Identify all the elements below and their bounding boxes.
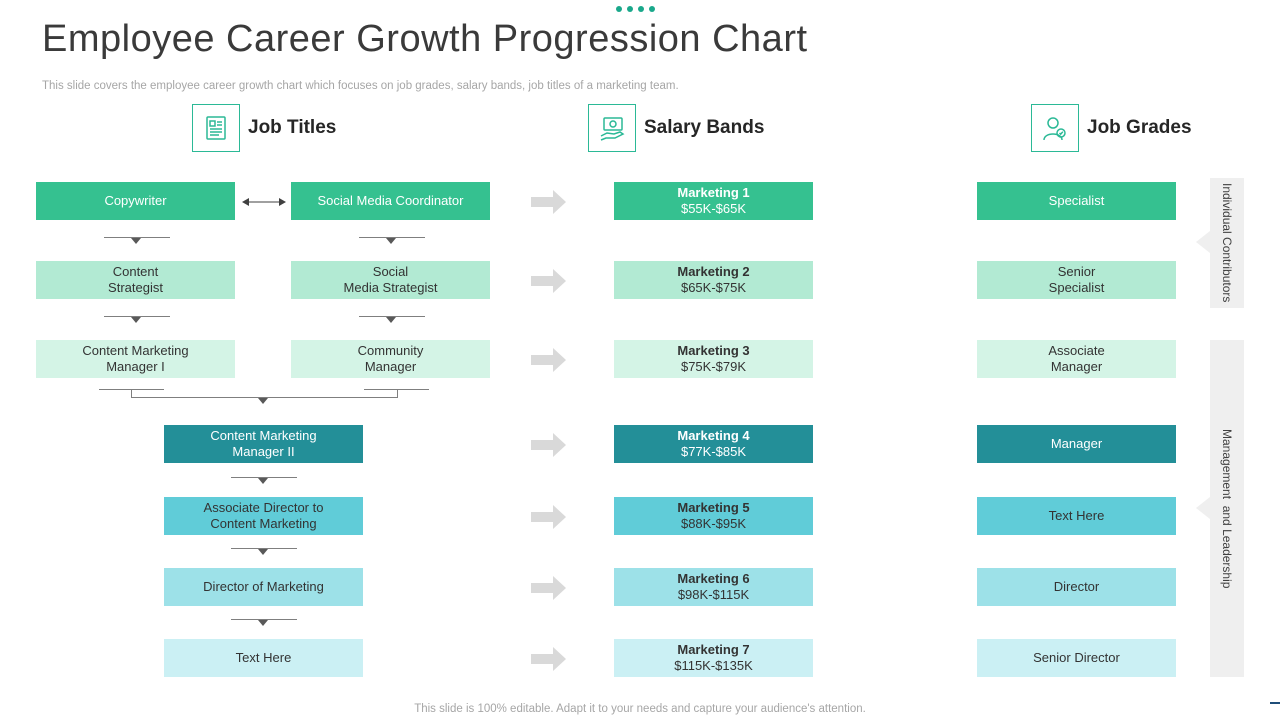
job-grades-header: Job Grades (1031, 104, 1192, 152)
salary-band-name: Marketing 4 (677, 428, 750, 443)
salary-band-range: $115K-$135K (674, 658, 753, 673)
salary-band-7: Marketing 7 $115K-$135K (614, 639, 813, 677)
connector-line (231, 477, 297, 478)
slide-edge-mark (1270, 702, 1280, 704)
document-icon (192, 104, 240, 152)
connector-line (359, 316, 425, 317)
job-social-media-coordinator: Social Media Coordinator (291, 182, 490, 220)
right-arrow-icon (531, 269, 566, 293)
page-title: Employee Career Growth Progression Chart (42, 18, 808, 60)
salary-band-name: Marketing 7 (677, 642, 750, 657)
category-label: Individual Contributors (1220, 183, 1234, 303)
connector-line (104, 237, 170, 238)
salary-band-range: $77K-$85K (680, 444, 747, 459)
category-pointer (1196, 231, 1210, 253)
grade-text-here: Text Here (977, 497, 1176, 535)
grade-associate-manager: Associate Manager (977, 340, 1176, 378)
salary-band-name: Marketing 5 (677, 500, 750, 515)
double-arrow-icon (242, 198, 286, 206)
job-director-of-marketing: Director of Marketing (164, 568, 363, 606)
job-titles-header: Job Titles (192, 104, 336, 152)
salary-band-range: $65K-$75K (680, 280, 747, 295)
slide-dots (616, 6, 655, 12)
salary-band-range: $55K-$65K (680, 201, 747, 216)
salary-band-name: Marketing 1 (677, 185, 750, 200)
down-arrow-icon (131, 317, 141, 323)
category-individual-contributors: Individual Contributors (1210, 178, 1244, 308)
salary-band-range: $88K-$95K (680, 516, 747, 531)
job-grades-label: Job Grades (1087, 117, 1192, 138)
salary-band-4: Marketing 4 $77K-$85K (614, 425, 813, 463)
down-arrow-icon (258, 478, 268, 484)
employee-icon (1031, 104, 1079, 152)
merge-bracket (131, 389, 398, 398)
down-arrow-icon (386, 238, 396, 244)
down-arrow-icon (258, 620, 268, 626)
right-arrow-icon (531, 433, 566, 457)
job-titles-label: Job Titles (248, 117, 337, 138)
salary-band-5: Marketing 5 $88K-$95K (614, 497, 813, 535)
right-arrow-icon (531, 190, 566, 214)
salary-band-6: Marketing 6 $98K-$115K (614, 568, 813, 606)
right-arrow-icon (531, 576, 566, 600)
right-arrow-icon (531, 647, 566, 671)
grade-senior-specialist: Senior Specialist (977, 261, 1176, 299)
job-content-marketing-manager-2: Content Marketing Manager II (164, 425, 363, 463)
page-subtitle: This slide covers the employee career gr… (42, 80, 679, 92)
salary-band-name: Marketing 3 (677, 343, 750, 358)
job-community-manager: Community Manager (291, 340, 490, 378)
job-associate-director: Associate Director to Content Marketing (164, 497, 363, 535)
footer-note: This slide is 100% editable. Adapt it to… (414, 703, 866, 715)
connector-line (231, 548, 297, 549)
grade-director: Director (977, 568, 1176, 606)
grade-specialist: Specialist (977, 182, 1176, 220)
job-content-marketing-manager-1: Content Marketing Manager I (36, 340, 235, 378)
down-arrow-icon (131, 238, 141, 244)
down-arrow-icon (258, 398, 268, 404)
salary-bands-header: Salary Bands (588, 104, 764, 152)
connector-line (364, 389, 429, 390)
job-content-strategist: Content Strategist (36, 261, 235, 299)
down-arrow-icon (386, 317, 396, 323)
connector-line (104, 316, 170, 317)
right-arrow-icon (531, 505, 566, 529)
grade-senior-director: Senior Director (977, 639, 1176, 677)
job-copywriter: Copywriter (36, 182, 235, 220)
salary-band-1: Marketing 1 $55K-$65K (614, 182, 813, 220)
job-text-here: Text Here (164, 639, 363, 677)
connector-line (359, 237, 425, 238)
money-hand-icon (588, 104, 636, 152)
salary-band-range: $98K-$115K (677, 587, 750, 602)
right-arrow-icon (531, 348, 566, 372)
category-pointer (1196, 497, 1210, 519)
salary-band-2: Marketing 2 $65K-$75K (614, 261, 813, 299)
salary-bands-label: Salary Bands (644, 117, 765, 138)
salary-band-range: $75K-$79K (680, 359, 747, 374)
grade-manager: Manager (977, 425, 1176, 463)
job-social-media-strategist: Social Media Strategist (291, 261, 490, 299)
down-arrow-icon (258, 549, 268, 555)
salary-band-name: Marketing 6 (677, 571, 750, 586)
connector-line (231, 619, 297, 620)
salary-band-name: Marketing 2 (677, 264, 750, 279)
category-label: Management and Leadership (1220, 428, 1234, 589)
category-management-leadership: Management and Leadership (1210, 340, 1244, 677)
salary-band-3: Marketing 3 $75K-$79K (614, 340, 813, 378)
